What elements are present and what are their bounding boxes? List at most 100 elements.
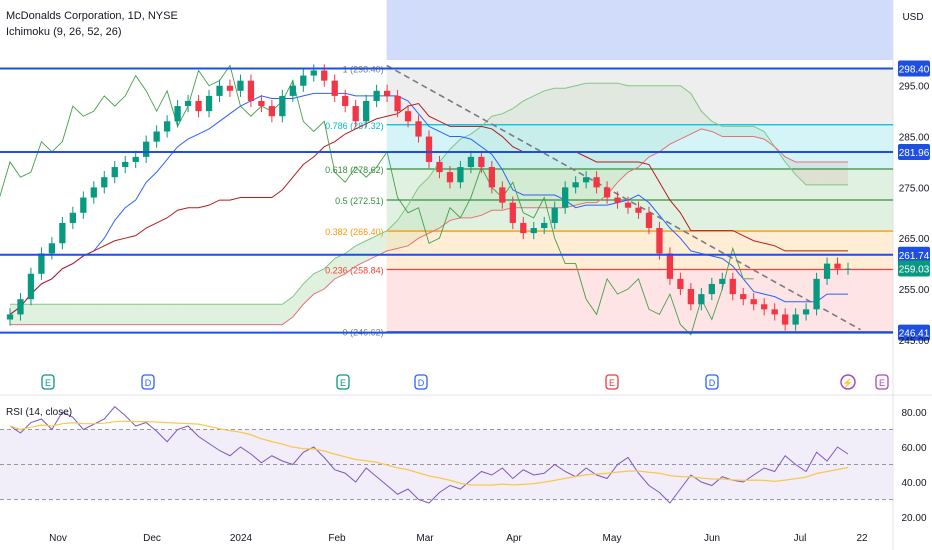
event-marker-label: E (609, 378, 615, 388)
candle-body (111, 167, 118, 178)
event-markers: E D E D E D ⚡ E (41, 374, 889, 390)
fib-zone (386, 200, 893, 232)
candle-body (373, 90, 380, 101)
candle-body (656, 228, 663, 254)
candle-body (226, 85, 234, 91)
event-marker (141, 374, 155, 390)
level-tag-text: 246.41 (899, 329, 930, 340)
candle-body (520, 222, 527, 234)
cloud-segment (104, 304, 115, 325)
event-marker-label: D (418, 378, 425, 388)
price-tick: 265.00 (899, 234, 930, 245)
rsi-tick: 20.00 (901, 513, 926, 524)
event-marker-label: D (145, 378, 152, 388)
cloud-segment (313, 268, 325, 295)
candle-body (216, 85, 223, 96)
candle-body (823, 263, 831, 279)
candle-body (90, 187, 97, 198)
last-price-tag (898, 260, 930, 277)
candle-body (572, 182, 579, 188)
candle-body (509, 202, 516, 223)
cloud-segment (72, 304, 84, 325)
candle-body (394, 95, 401, 112)
event-marker (840, 374, 856, 390)
cloud-segment (292, 283, 304, 317)
candle-body (551, 207, 558, 223)
candle-body (698, 294, 705, 305)
trendline (386, 64, 861, 331)
level-tag (898, 246, 930, 263)
cloud-segment (355, 240, 367, 267)
cloud-segment (167, 304, 178, 325)
senkou-span-b (10, 128, 848, 326)
cloud-segment (345, 245, 356, 274)
candle-body (740, 294, 747, 300)
cloud-segment (229, 304, 241, 325)
candle-body (415, 121, 422, 137)
candle-body (195, 100, 202, 112)
candle-body (321, 70, 328, 81)
candle-body (289, 85, 296, 96)
event-marker-label: ⚡ (842, 377, 853, 389)
candle-body (153, 131, 160, 142)
level-tag-text: 298.40 (899, 64, 930, 75)
cloud-segment (125, 304, 136, 325)
candle-body (425, 136, 433, 162)
level-tag-text: 261.74 (899, 251, 930, 262)
candle-body (184, 100, 192, 107)
candle-body (844, 268, 852, 270)
candle-body (593, 177, 600, 188)
cloud-segment (156, 304, 168, 325)
currency-label[interactable]: USD (902, 12, 923, 23)
kijun-line (9, 102, 848, 315)
candle-body (719, 278, 726, 284)
candle-body (122, 161, 129, 168)
candle-body (624, 202, 632, 208)
candle-body (582, 177, 590, 183)
cloud-segment (324, 258, 335, 290)
candle-body (310, 70, 317, 76)
cloud-segment (93, 304, 105, 325)
lagging-span (0, 64, 754, 336)
candle-body (101, 177, 108, 188)
candle-body (750, 299, 757, 305)
candle-body (174, 106, 181, 122)
candle-body (666, 253, 674, 279)
candle-body (59, 222, 66, 244)
fib-label: 0.382 (266.40) (325, 227, 384, 237)
candle-body (761, 304, 768, 310)
candle-body (562, 187, 569, 208)
candle-body (279, 95, 286, 117)
price-tick: 295.00 (899, 82, 930, 93)
candle-body (237, 80, 244, 91)
price-tick: 255.00 (899, 285, 930, 296)
candle-body (645, 212, 653, 229)
cloud-segment (219, 304, 230, 325)
cloud-segment (30, 304, 42, 325)
candle-body (708, 283, 715, 295)
candle-body (268, 106, 276, 117)
candle-body (27, 273, 35, 300)
cloud-segment (198, 304, 210, 325)
cloud-segment (334, 253, 346, 279)
fib-label: 0.236 (258.84) (325, 266, 384, 276)
candle-body (677, 278, 684, 290)
fib-label: 0.618 (278.62) (325, 165, 384, 175)
candle-body (802, 309, 810, 315)
event-marker-label: E (340, 378, 346, 388)
candle-body (813, 278, 820, 310)
candle-body (488, 167, 495, 188)
candle-body (331, 80, 338, 96)
rsi-tick: 40.00 (901, 478, 926, 489)
candle-body (635, 207, 642, 213)
cloud-segment (62, 304, 73, 325)
last-price-text: 259.03 (899, 265, 930, 276)
candle-body (436, 161, 443, 173)
senkou-span-a (10, 82, 848, 305)
candle-body (446, 172, 454, 183)
fib-zone (386, 231, 893, 270)
candle-body (614, 197, 621, 203)
candle-body (352, 106, 359, 122)
level-tag (898, 144, 930, 161)
